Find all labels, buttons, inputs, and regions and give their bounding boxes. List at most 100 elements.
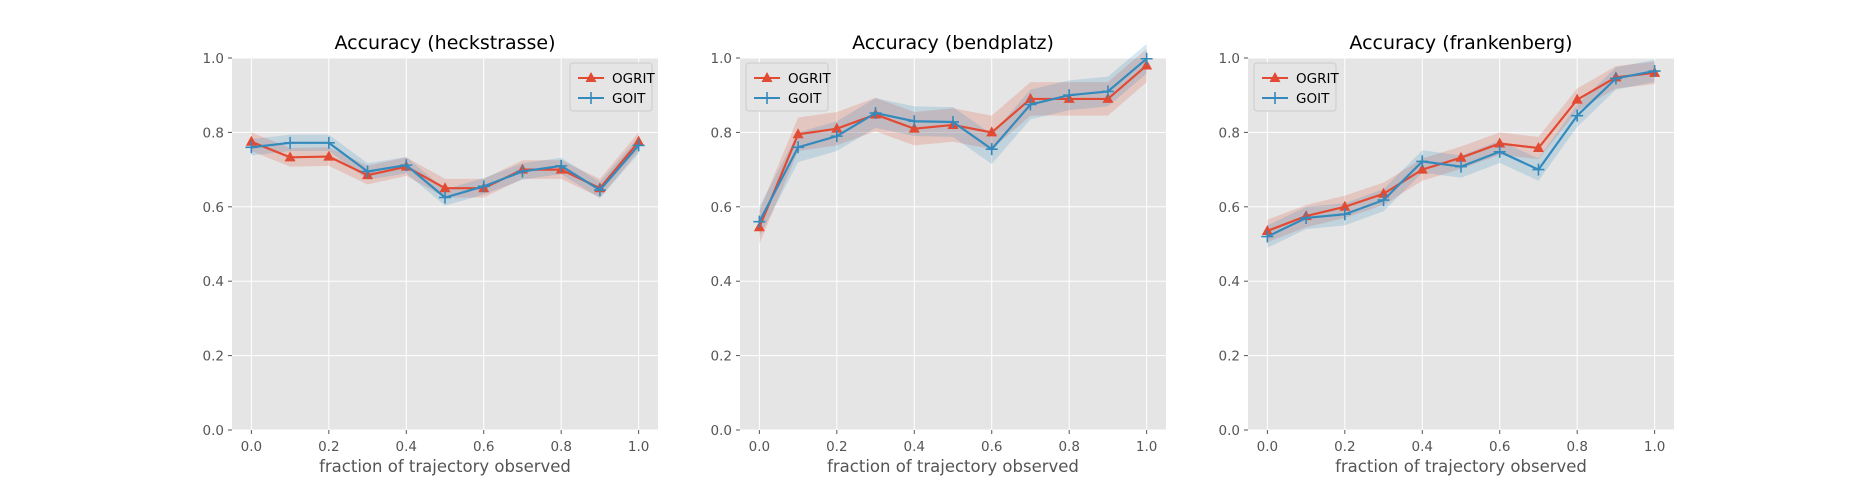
y-tick-label: 0.4 (1219, 274, 1240, 290)
y-tick-label: 0.2 (711, 349, 732, 365)
legend-label-ogrit: OGRIT (788, 71, 831, 87)
y-tick-label: 0.0 (203, 423, 224, 439)
confidence-band-ogrit (759, 48, 1147, 245)
legend-label-ogrit: OGRIT (1296, 71, 1339, 87)
x-tick-label: 1.0 (628, 439, 649, 455)
data-point-goit (947, 115, 959, 128)
data-point-goit (516, 165, 529, 178)
y-tick-label: 0.8 (1219, 125, 1240, 141)
y-tick-label: 1.0 (203, 51, 224, 67)
data-point-goit (400, 159, 413, 172)
data-point-goit (477, 180, 490, 193)
y-tick-label: 0.0 (711, 423, 732, 439)
data-point-goit (1416, 155, 1429, 168)
y-tick-label: 0.8 (711, 125, 732, 141)
x-tick-label: 0.8 (1058, 439, 1079, 455)
x-tick-label: 0.4 (904, 439, 925, 455)
x-tick-label: 0.2 (318, 439, 339, 455)
legend-label-ogrit: OGRIT (612, 71, 655, 87)
legend-marker-goit (761, 92, 773, 104)
legend: OGRIT GOIT (569, 62, 655, 112)
data-point-goit (830, 130, 843, 143)
plot-area (232, 58, 658, 430)
y-tick-label: 0.2 (203, 349, 224, 365)
data-point-ogrit (1024, 92, 1036, 103)
data-point-ogrit (1494, 137, 1506, 148)
legend-marker-ogrit (761, 72, 773, 82)
data-point-ogrit (1455, 151, 1467, 162)
data-point-goit (792, 141, 805, 154)
x-tick-label: 0.0 (1257, 439, 1278, 455)
x-tick-label: 0.6 (473, 439, 494, 455)
y-tick-label: 1.0 (711, 51, 732, 67)
y-tick-label: 0.6 (711, 200, 732, 216)
legend: OGRIT GOIT (1253, 62, 1339, 112)
data-point-goit (555, 159, 568, 172)
data-point-goit (1648, 65, 1661, 78)
chart-title: Accuracy (heckstrasse) (334, 32, 555, 54)
x-tick-label: 0.4 (396, 439, 417, 455)
chart-title: Accuracy (frankenberg) (1349, 32, 1572, 54)
x-axis-label: fraction of trajectory observed (1335, 457, 1587, 476)
legend-marker-goit (585, 92, 597, 104)
legend-label-goit: GOIT (612, 91, 646, 107)
data-point-goit (1101, 85, 1114, 98)
x-tick-label: 0.4 (1412, 439, 1433, 455)
data-point-goit (1261, 230, 1274, 243)
data-point-goit (1377, 194, 1390, 207)
data-point-goit (322, 136, 335, 149)
data-point-ogrit (284, 151, 296, 162)
data-point-goit (1493, 145, 1506, 158)
confidence-band-goit (251, 134, 639, 206)
plot-area (1248, 58, 1674, 430)
data-point-goit (753, 215, 766, 228)
legend-marker-goit (1269, 92, 1281, 104)
data-point-goit (245, 141, 258, 154)
y-tick-label: 1.0 (1219, 51, 1240, 67)
data-point-ogrit (986, 126, 998, 137)
y-tick-label: 0.2 (1219, 349, 1240, 365)
data-point-goit (1571, 109, 1584, 122)
data-point-goit (1338, 208, 1351, 221)
x-tick-label: 1.0 (1136, 439, 1157, 455)
data-point-ogrit (792, 128, 804, 139)
data-point-ogrit (1339, 200, 1351, 211)
data-point-goit (908, 115, 921, 128)
data-point-ogrit (1416, 163, 1428, 174)
legend-marker-ogrit (1269, 72, 1281, 82)
data-point-goit (1024, 98, 1037, 111)
data-point-goit (361, 165, 374, 178)
legend-label-goit: GOIT (788, 91, 822, 107)
data-point-ogrit (1532, 142, 1544, 153)
data-point-ogrit (1378, 187, 1390, 198)
data-point-goit (1063, 89, 1076, 102)
x-tick-label: 0.2 (1334, 439, 1355, 455)
data-point-ogrit (1102, 92, 1114, 103)
y-tick-label: 0.4 (203, 274, 224, 290)
x-tick-label: 0.6 (981, 439, 1002, 455)
data-point-goit (284, 136, 297, 149)
x-tick-label: 0.0 (749, 439, 770, 455)
x-tick-label: 0.8 (550, 439, 571, 455)
y-tick-label: 0.8 (203, 125, 224, 141)
y-tick-label: 0.6 (1219, 200, 1240, 216)
x-axis-label: fraction of trajectory observed (827, 457, 1079, 476)
chart-title: Accuracy (bendplatz) (852, 32, 1054, 54)
confidence-band-goit (759, 43, 1147, 237)
x-axis-label: fraction of trajectory observed (319, 457, 571, 476)
data-point-ogrit (1571, 93, 1583, 104)
y-tick-label: 0.0 (1219, 423, 1240, 439)
data-point-goit (1300, 211, 1313, 224)
chart-panel-3: 0.0 0.2 0.4 0.6 0.8 1.0 0.0 0.2 0.4 0.6 0.8 1.0 Accu… (1219, 32, 1674, 476)
legend-marker-ogrit (585, 72, 597, 82)
x-tick-label: 1.0 (1644, 439, 1665, 455)
data-point-goit (632, 139, 645, 152)
data-point-goit (439, 191, 451, 204)
data-point-goit (1532, 163, 1545, 176)
data-point-goit (593, 184, 606, 197)
data-point-ogrit (245, 135, 257, 146)
data-point-ogrit (908, 122, 920, 133)
data-point-goit (985, 143, 998, 156)
data-point-ogrit (323, 150, 335, 161)
